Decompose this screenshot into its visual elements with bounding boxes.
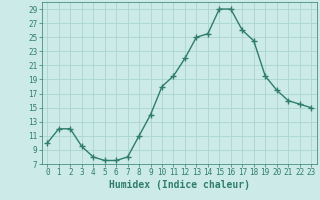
X-axis label: Humidex (Indice chaleur): Humidex (Indice chaleur): [109, 180, 250, 190]
